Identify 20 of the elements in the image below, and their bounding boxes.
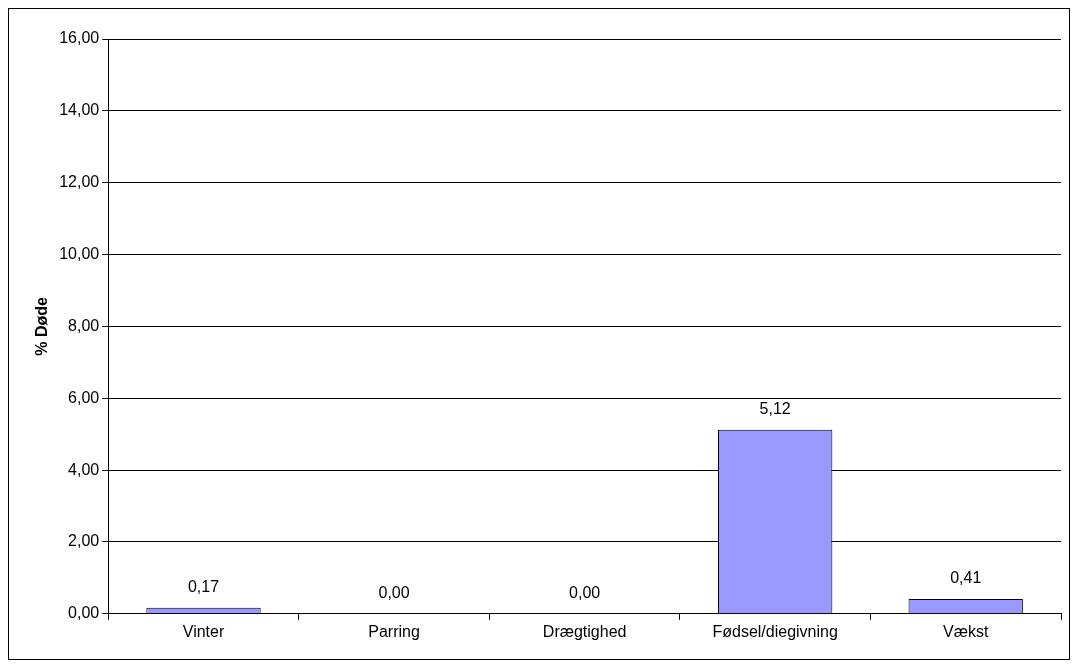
- data-label: 0,00: [569, 584, 601, 602]
- y-tick-label: 14,00: [59, 101, 100, 119]
- y-tick-label: 2,00: [68, 532, 100, 550]
- y-tick-label: 0,00: [68, 604, 100, 622]
- x-tick-label: Vinter: [182, 622, 225, 640]
- y-tick-label: 4,00: [68, 460, 100, 478]
- y-tick-label: 12,00: [59, 173, 100, 191]
- data-label: 0,17: [187, 578, 220, 596]
- y-tick-label: 8,00: [68, 316, 100, 334]
- x-tick-label: Fødsel/diegivning: [712, 622, 838, 640]
- y-tick-label: 16,00: [59, 29, 100, 47]
- data-label: 0,41: [950, 569, 982, 587]
- x-tick-label: Drægtighed: [542, 622, 627, 640]
- x-tick-label: Parring: [368, 622, 420, 640]
- y-tick-label: 10,00: [59, 244, 100, 262]
- y-axis-title: % Døde: [33, 296, 51, 356]
- data-label: 5,12: [759, 400, 791, 418]
- data-label: 0,00: [378, 584, 410, 602]
- x-tick-label: Vækst: [943, 622, 989, 640]
- y-tick-label: 6,00: [68, 388, 100, 406]
